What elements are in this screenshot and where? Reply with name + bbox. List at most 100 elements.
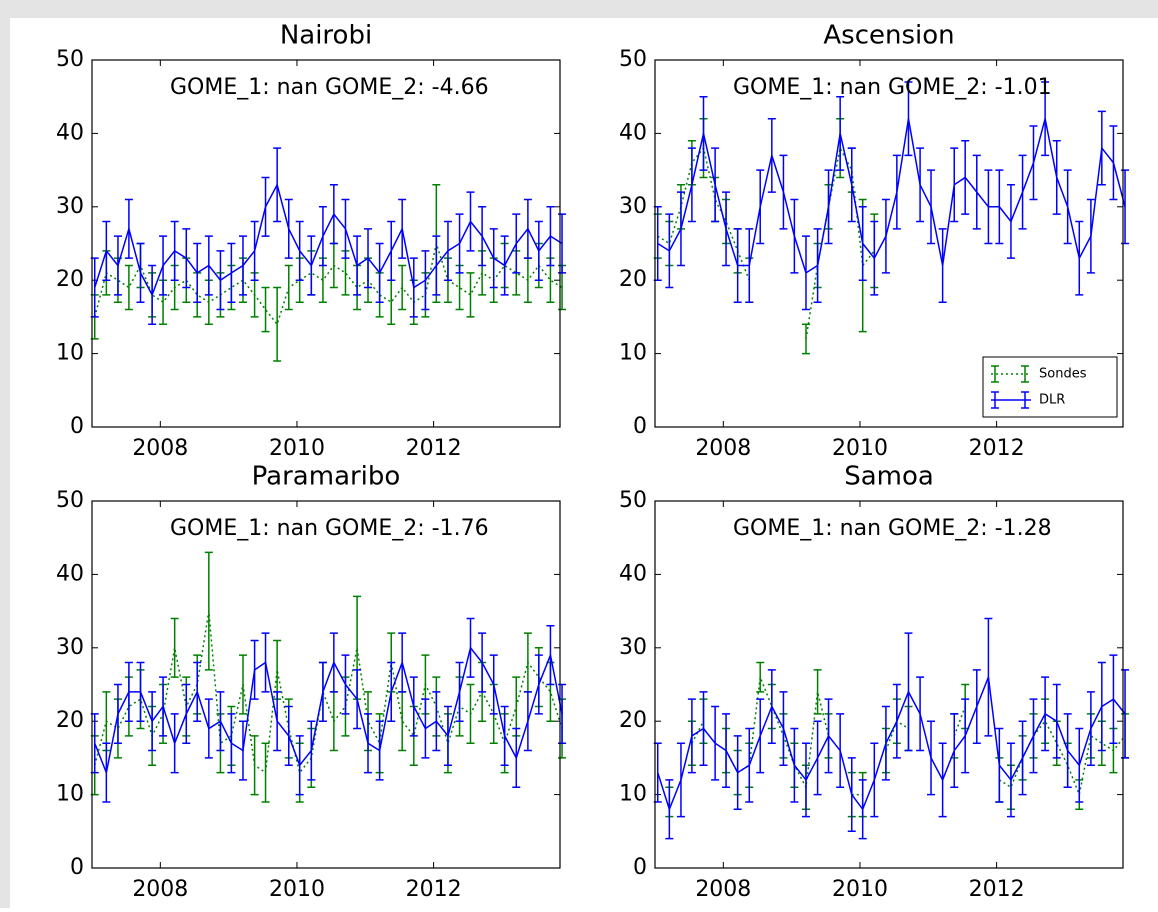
error-bar	[238, 720, 247, 781]
y-tick-label: 10	[56, 341, 84, 366]
error-bar	[216, 250, 225, 311]
error-bar	[124, 661, 133, 722]
error-bar	[295, 220, 304, 281]
error-bar	[1018, 720, 1027, 796]
error-bar	[387, 661, 396, 722]
error-bar	[273, 286, 282, 362]
error-bar	[824, 169, 833, 245]
error-bar	[665, 213, 674, 289]
error-bar	[182, 228, 191, 289]
error-bar	[216, 691, 225, 752]
error-bar	[250, 639, 259, 700]
error-bar	[387, 220, 396, 281]
error-bar	[801, 235, 810, 311]
error-bar	[113, 683, 122, 744]
legend-label: DLR	[1039, 393, 1065, 408]
panel: Ascension 0 10 20 30 40 50 2008 2010 2012 GOME_1: …	[619, 21, 1130, 461]
error-bar	[687, 698, 696, 774]
error-bar	[972, 669, 981, 744]
error-bar	[398, 198, 407, 259]
error-bar	[1109, 125, 1118, 201]
error-bar	[558, 213, 567, 274]
error-bar	[745, 727, 754, 803]
annotation: GOME_1: nan GOME_2: -1.76	[170, 516, 489, 541]
error-bar	[318, 661, 327, 722]
error-bar	[489, 228, 498, 289]
error-bar	[478, 206, 487, 267]
panel: Paramaribo 0 10 20 30 40 50 2008 2010 2012 GOME_1:…	[56, 462, 567, 902]
error-bar	[159, 235, 168, 296]
error-bar	[227, 713, 236, 774]
error-bar	[284, 705, 293, 766]
error-bar	[767, 117, 776, 193]
panel-title: Ascension	[823, 21, 954, 51]
error-bar	[779, 691, 788, 766]
error-bar	[170, 617, 179, 678]
error-bar	[1006, 742, 1015, 818]
error-bar	[341, 654, 350, 715]
error-bar	[546, 625, 555, 686]
y-tick-label: 20	[619, 708, 647, 733]
x-tick-label: 2010	[269, 877, 325, 902]
error-bar	[711, 705, 720, 781]
y-tick-label: 10	[619, 782, 647, 807]
error-bar	[881, 705, 890, 781]
series-line	[657, 676, 1126, 812]
y-tick-label: 40	[56, 561, 84, 586]
legend-swatch	[1021, 391, 1029, 409]
error-bar	[1052, 139, 1061, 215]
error-bar	[500, 705, 509, 766]
error-bar	[250, 735, 259, 796]
error-bar	[489, 654, 498, 715]
error-bar	[1029, 125, 1038, 201]
error-bar	[1006, 184, 1015, 259]
error-bar	[375, 720, 384, 781]
error-bar	[756, 698, 765, 774]
error-bar	[858, 206, 867, 281]
y-tick-label: 20	[56, 708, 84, 733]
y-tick-label: 30	[56, 635, 84, 660]
error-bar	[767, 669, 776, 744]
error-bar	[756, 661, 765, 693]
error-bar	[813, 228, 822, 303]
error-bar	[466, 617, 475, 678]
error-bar	[204, 698, 213, 759]
error-bar	[421, 698, 430, 759]
annotation: GOME_1: nan GOME_2: -1.28	[733, 516, 1052, 541]
error-bar	[813, 669, 822, 715]
panel: Samoa 0 10 20 30 40 50 2008 2010 2012 GOME_1: nan …	[619, 462, 1130, 902]
error-bar	[1063, 169, 1072, 245]
error-bar	[836, 95, 845, 171]
error-bar	[881, 198, 890, 274]
error-bar	[398, 632, 407, 693]
error-bar	[409, 676, 418, 737]
error-bar	[170, 713, 179, 774]
series-line	[94, 240, 563, 326]
error-bar	[204, 551, 213, 671]
error-bar	[455, 661, 464, 722]
y-tick-label: 30	[56, 194, 84, 219]
x-tick-label: 2008	[132, 436, 188, 461]
error-bar	[124, 198, 133, 259]
legend-swatch	[1021, 365, 1029, 383]
error-bar	[102, 220, 111, 281]
error-bar	[250, 220, 259, 281]
error-bar	[329, 184, 338, 245]
series-line	[657, 118, 1126, 275]
error-bar	[261, 632, 270, 693]
y-tick-label: 0	[70, 414, 84, 439]
error-bar	[261, 176, 270, 237]
error-bar	[136, 242, 145, 303]
y-tick-label: 40	[619, 561, 647, 586]
error-bar	[318, 206, 327, 267]
error-bar	[722, 713, 731, 789]
error-bar	[364, 713, 373, 774]
error-bar	[295, 735, 304, 796]
error-bar	[699, 691, 708, 766]
x-tick-label: 2008	[695, 877, 751, 902]
y-tick-label: 20	[56, 267, 84, 292]
error-bar	[699, 95, 708, 171]
error-bar	[307, 720, 316, 781]
error-bar	[1018, 154, 1027, 230]
